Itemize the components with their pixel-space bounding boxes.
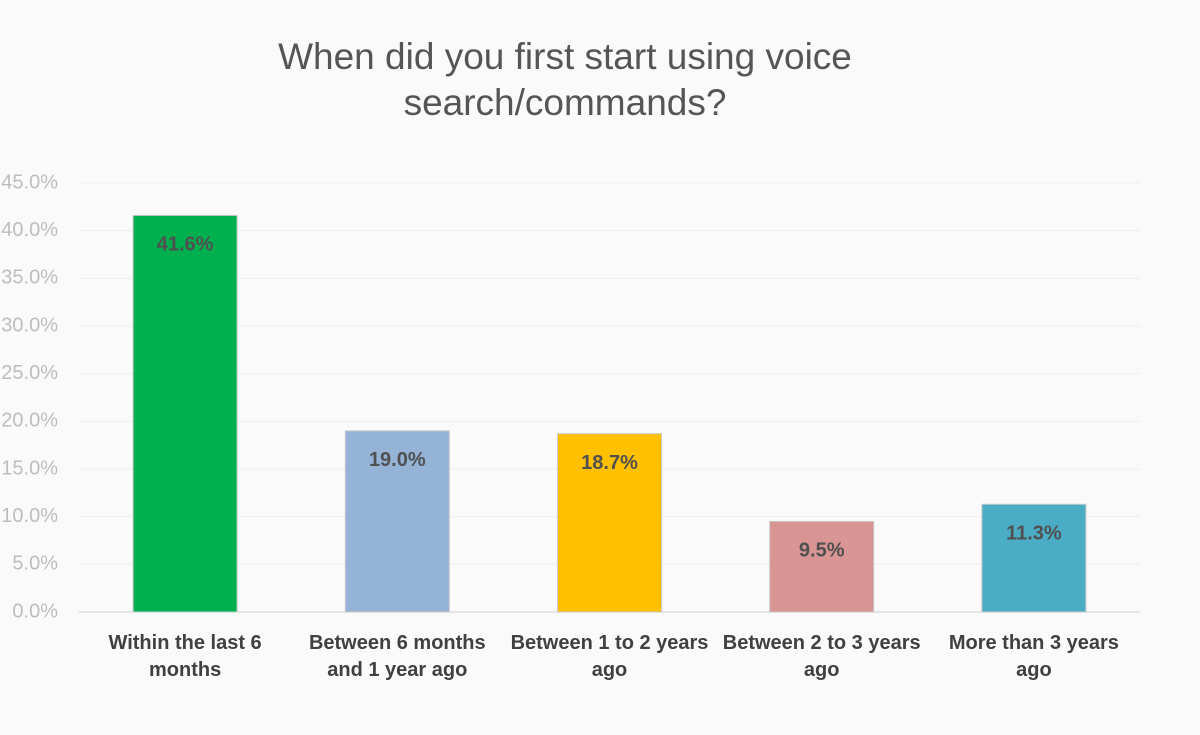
x-tick-label: Within the last 6 months <box>108 632 262 681</box>
y-tick-label: 20.0% <box>1 410 58 432</box>
x-tick-label: Between 1 to 2 years ago <box>510 632 709 681</box>
bar <box>344 430 450 613</box>
bar <box>981 503 1087 613</box>
y-tick-label: 30.0% <box>1 314 58 336</box>
y-tick-label: 25.0% <box>1 362 58 384</box>
y-tick-label: 40.0% <box>1 219 58 241</box>
chart-title: When did you first start using voice sea… <box>278 36 852 123</box>
value-label: 11.3% <box>1006 523 1062 545</box>
value-label: 19.0% <box>369 449 426 471</box>
x-tick-label: Between 6 months and 1 year ago <box>308 632 486 681</box>
value-label: 9.5% <box>799 540 845 562</box>
bar <box>769 520 875 613</box>
y-tick-label: 45.0% <box>1 171 58 193</box>
y-tick-label: 10.0% <box>1 505 58 527</box>
value-label: 18.7% <box>581 452 638 474</box>
bar <box>557 433 662 613</box>
x-tick-label: Between 2 to 3 years ago <box>722 632 921 681</box>
bar <box>132 214 238 613</box>
y-tick-label: 0.0% <box>12 600 58 622</box>
x-tick-label: More than 3 years ago <box>948 632 1119 681</box>
value-label: 41.6% <box>157 234 214 256</box>
y-tick-label: 15.0% <box>1 457 58 479</box>
y-tick-label: 5.0% <box>12 553 58 575</box>
y-tick-label: 35.0% <box>1 267 58 289</box>
